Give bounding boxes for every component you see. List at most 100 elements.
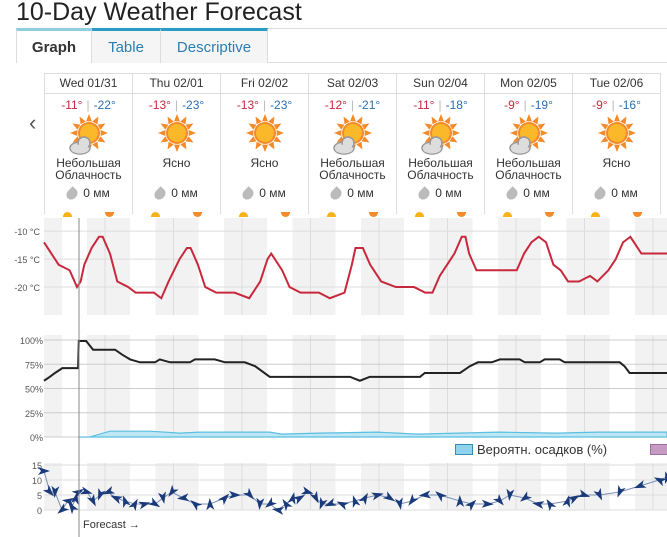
wind-direction-arrow-icon [562, 495, 571, 508]
night-band [361, 335, 404, 437]
wind-direction-arrow-icon [265, 497, 277, 508]
day-name: Sun 02/04 [397, 74, 484, 94]
sunset-icon [369, 212, 378, 217]
humidity-line [43, 339, 667, 382]
day-column[interactable]: Mon 02/05 -9° | -19° Небольшая Облачность … [485, 74, 573, 217]
night-band [429, 218, 473, 315]
sunset-icon [193, 212, 202, 217]
wind-direction-arrow-icon [110, 495, 123, 505]
high-temp: -13° [236, 98, 259, 112]
precip-amount: 0 мм [83, 186, 110, 200]
night-band [155, 335, 199, 437]
sunset-icon [633, 212, 642, 217]
wind-direction-arrow-icon [292, 495, 305, 505]
wind-direction-arrow-icon [464, 499, 477, 512]
wind-direction-arrow-icon [98, 487, 106, 501]
wind-direction-arrow-icon [217, 493, 230, 506]
wind-direction-arrow-icon [176, 493, 190, 502]
wind-direction-arrow-icon [271, 506, 285, 515]
sunrise-icon [503, 212, 512, 217]
previous-days-chevron-left-icon[interactable]: ‹ [29, 110, 37, 135]
day-column[interactable]: Thu 02/01 -13° | -23° Ясно 0 мм [133, 74, 221, 217]
temperature-line [43, 235, 667, 300]
wind-direction-arrow-icon [617, 484, 626, 498]
wind-direction-arrow-icon [147, 497, 161, 508]
wind-direction-arrow-icon [38, 467, 50, 475]
legend-label: Вероятн. осадков (%) [477, 442, 608, 457]
day-column[interactable]: Sun 02/04 -11° | -18° Небольшая Облачность… [397, 74, 485, 217]
wind-direction-arrow-icon [492, 493, 504, 506]
partly-cloudy-icon [419, 113, 463, 157]
night-band [87, 335, 130, 437]
day-name: Tue 02/06 [573, 74, 660, 94]
y-tick-label: 50% [25, 385, 43, 395]
sunny-icon [155, 113, 199, 157]
low-temp: -22° [93, 98, 116, 112]
plot-background [44, 218, 667, 315]
tab-graph[interactable]: Graph [16, 28, 92, 63]
night-band [361, 218, 404, 315]
legend-precip-chance[interactable]: Вероятн. осадков (%) [455, 442, 607, 457]
wind-direction-arrow-icon [309, 490, 319, 504]
wind-direction-arrow-icon [324, 498, 337, 507]
condition-text: Небольшая Облачность [407, 156, 474, 182]
temp-separator: | [350, 98, 355, 112]
partly-cloudy-icon [331, 113, 375, 157]
wind-direction-arrow-icon [408, 493, 419, 506]
sunset-icon [457, 212, 466, 217]
wind-direction-arrow-icon [42, 484, 54, 497]
sunset-icon [281, 212, 290, 217]
tab-table[interactable]: Table [92, 28, 161, 63]
condition-text: Небольшая Облачность [495, 156, 562, 182]
y-tick-label: -20 °C [14, 283, 40, 293]
night-band [429, 335, 473, 437]
wind-direction-arrow-icon [520, 491, 533, 502]
wind-direction-arrow-icon [577, 489, 591, 497]
temp-separator: | [86, 98, 90, 112]
wind-direction-arrow-icon [382, 491, 395, 502]
wind-direction-arrow-icon [158, 491, 166, 504]
wind-direction-arrow-icon [206, 498, 215, 511]
wind-direction-arrow-icon [128, 498, 138, 512]
tab-divider [268, 62, 667, 63]
night-band [224, 335, 267, 437]
high-temp: -11° [61, 98, 83, 112]
wind-direction-arrow-icon [546, 498, 557, 512]
y-tick-label: 75% [25, 360, 43, 370]
wind-direction-arrow-icon [300, 486, 314, 495]
y-tick-label: 5 [37, 491, 42, 501]
high-temp: -9° [592, 98, 608, 112]
day-name: Mon 02/05 [485, 74, 572, 94]
wind-direction-arrow-icon [456, 495, 465, 508]
day-columns: Wed 01/31 -11° | -22° Небольшая Облачность… [44, 73, 661, 217]
sunrise-icon [415, 212, 424, 217]
wind-direction-arrow-icon [319, 496, 328, 510]
temp-separator: | [611, 98, 615, 112]
sunrise-icon [327, 212, 336, 217]
wind-direction-arrow-icon [506, 488, 515, 501]
sunny-icon [595, 113, 639, 157]
wind-direction-arrow-icon [61, 497, 75, 506]
night-band [635, 218, 667, 315]
temp-separator: | [523, 98, 527, 112]
precip-amount: 0 мм [611, 186, 638, 200]
legend-second-series[interactable]: В [650, 442, 667, 457]
y-tick-label: 10 [32, 476, 42, 486]
wind-direction-arrow-icon [371, 492, 384, 501]
day-column[interactable]: Fri 02/02 -13° | -23° Ясно 0 мм [221, 74, 309, 217]
forecast-label: Forecast → [83, 519, 140, 531]
day-column[interactable]: Sat 02/03 -12° | -21° Небольшая Облачность… [309, 74, 397, 217]
day-column[interactable]: Wed 01/31 -11° | -22° Небольшая Облачность… [45, 74, 133, 217]
wind-direction-arrow-icon [256, 497, 265, 510]
low-temp: -23° [182, 98, 205, 112]
night-band [566, 218, 610, 315]
tab-descriptive[interactable]: Descriptive [161, 28, 268, 63]
sunrise-icon [63, 212, 72, 217]
sunset-icon [545, 212, 554, 217]
night-band [635, 335, 667, 437]
tab-bar-border [268, 28, 667, 29]
y-tick-label: -10 °C [14, 227, 40, 237]
day-column[interactable]: Tue 02/06 -9° | -16° Ясно 0 мм [573, 74, 661, 217]
sunset-icon [105, 212, 114, 217]
